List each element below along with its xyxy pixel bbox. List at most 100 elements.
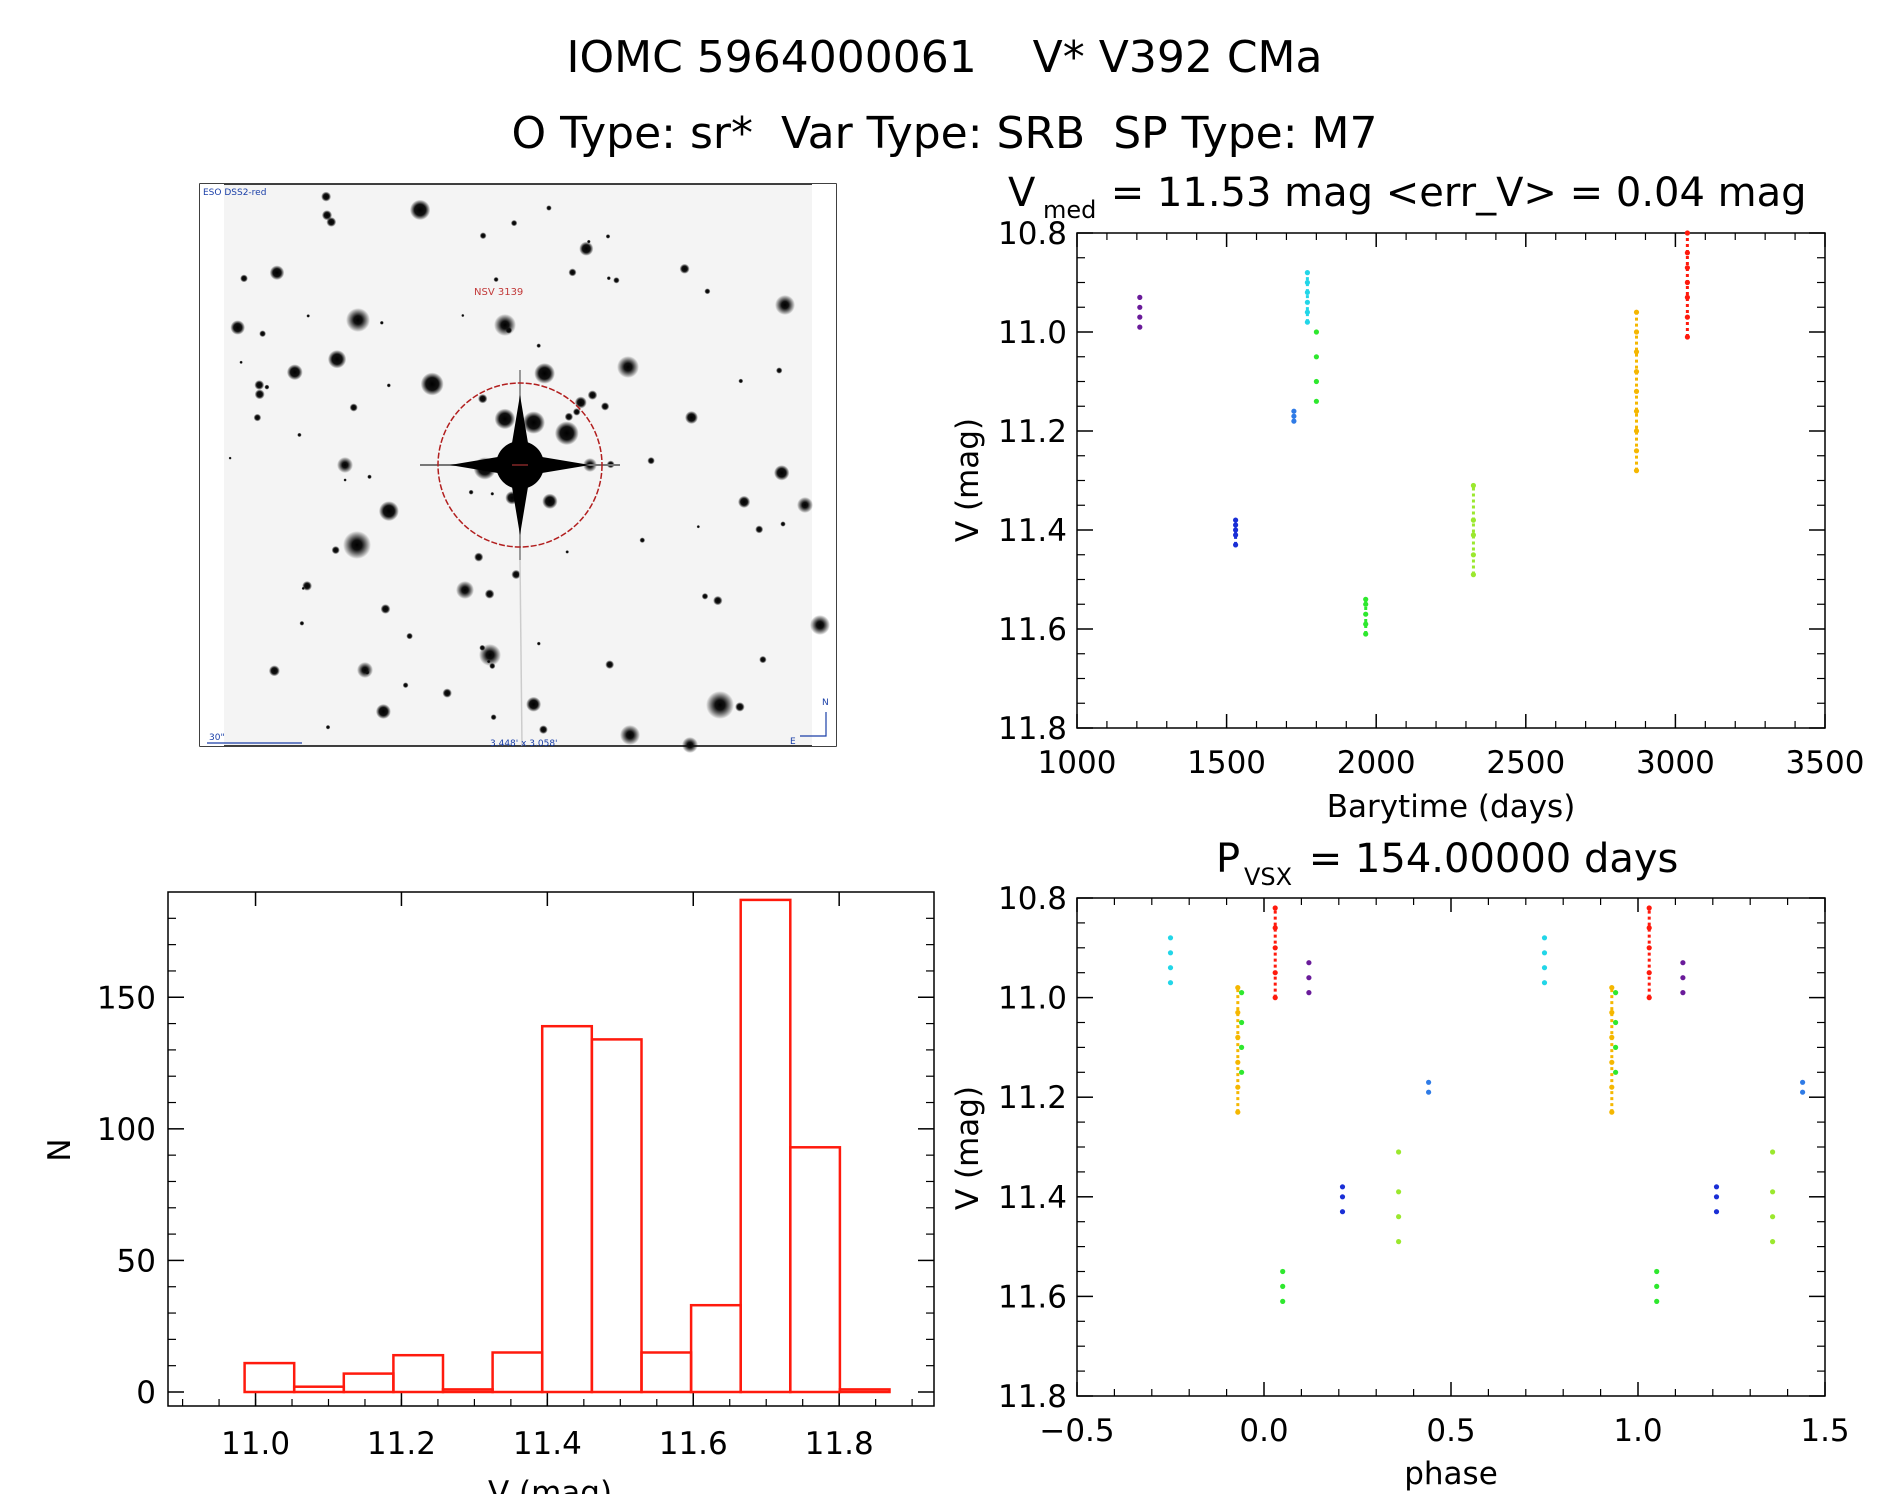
- lightcurve-ylabel: V (mag): [950, 418, 986, 542]
- finder-star: [542, 493, 558, 509]
- lightcurve-point: [1137, 324, 1143, 330]
- phased-title-main: P: [1216, 836, 1240, 882]
- phased-point: [1167, 980, 1174, 986]
- lightcurve-point: [1470, 482, 1476, 489]
- phased-ytick-label: 10.8: [998, 881, 1067, 917]
- finder-star: [302, 581, 312, 591]
- finder-star: [327, 350, 347, 369]
- finder-star: [479, 232, 487, 240]
- histogram-ytick-label: 100: [97, 1112, 156, 1148]
- phased-point: [1770, 1189, 1776, 1195]
- finder-star: [600, 402, 610, 411]
- survey-label: ESO DSS2-red: [203, 188, 266, 198]
- phased-point: [1541, 980, 1548, 986]
- phased-point: [1800, 1089, 1806, 1095]
- finder-star: [490, 714, 497, 721]
- finder-star: [511, 569, 521, 580]
- lightcurve-xtick-label: 3000: [1636, 745, 1715, 781]
- phased-point: [1770, 1149, 1776, 1155]
- finder-star: [337, 457, 353, 473]
- phased-point: [1280, 1283, 1286, 1289]
- phased-point: [1541, 950, 1548, 956]
- finder-star: [587, 390, 598, 400]
- histogram-xtick-label: 11.6: [659, 1426, 728, 1462]
- finder-star: [239, 360, 243, 364]
- phased-chart: P VSX = 154.00000 days −0.5 0.0 0.5 1.0 1.5 1…: [950, 836, 1850, 1492]
- finder-star: [534, 363, 555, 384]
- lightcurve-point: [1313, 354, 1319, 360]
- scale-label: 30": [209, 733, 225, 743]
- finder-star: [478, 394, 488, 404]
- finder-star: [554, 421, 579, 446]
- phased-point: [1280, 1268, 1286, 1275]
- phased-point: [1800, 1079, 1806, 1085]
- finder-star: [546, 205, 552, 211]
- finder-star: [776, 367, 783, 374]
- lightcurve-xlabel: Barytime (days): [1327, 789, 1576, 825]
- target-label: NSV 3139: [474, 287, 523, 298]
- phased-point: [1770, 1239, 1776, 1245]
- finder-star: [349, 403, 358, 412]
- phased-point: [1680, 990, 1686, 996]
- phased-point: [1167, 965, 1174, 971]
- histogram-axes: 11.0 11.2 11.4 11.6 11.8 0 50 100 150: [97, 892, 934, 1462]
- finder-star: [253, 413, 262, 422]
- lightcurve-title-sub: med: [1043, 196, 1096, 224]
- compass-east-label: E: [790, 737, 796, 747]
- lightcurve-xtick-label: 2000: [1337, 745, 1416, 781]
- lightcurve-xtick-label: 3500: [1786, 745, 1865, 781]
- histogram-xtick-label: 11.4: [513, 1426, 582, 1462]
- phased-ytick-label: 11.6: [998, 1279, 1067, 1315]
- finder-star: [613, 277, 620, 284]
- finder-star: [343, 531, 371, 559]
- lightcurve-point: [1313, 398, 1319, 404]
- finder-star: [297, 432, 302, 438]
- phased-point: [1396, 1149, 1402, 1155]
- phased-point: [1613, 1019, 1619, 1026]
- lightcurve-point: [1313, 378, 1319, 385]
- phased-point: [1713, 1184, 1720, 1190]
- finder-star: [759, 655, 767, 664]
- finder-star: [268, 665, 280, 677]
- finder-star: [420, 372, 444, 396]
- figure-title-ids: IOMC 5964000061 V* V392 CMa: [566, 32, 1323, 83]
- phased-points: [1167, 905, 1806, 1304]
- phased-point: [1609, 985, 1615, 991]
- histogram-bar: [441, 1388, 494, 1394]
- finder-star: [346, 308, 370, 332]
- finder-star: [402, 682, 409, 689]
- histogram-bar: [243, 1361, 296, 1394]
- histogram-bar: [789, 1146, 842, 1394]
- finder-star: [264, 384, 270, 390]
- phased-ytick-label: 11.4: [998, 1180, 1067, 1216]
- lightcurve-ytick-label: 11.8: [998, 711, 1067, 747]
- finder-star: [605, 660, 615, 669]
- finder-star: [647, 457, 655, 465]
- finder-star: [780, 521, 786, 527]
- finder-star: [493, 276, 499, 283]
- finder-star: [568, 268, 577, 277]
- phased-ytick-label: 11.0: [998, 981, 1067, 1017]
- finder-star: [579, 241, 594, 256]
- finder-star-field: [228, 191, 830, 753]
- lightcurve-points: [1137, 230, 1690, 637]
- finder-star: [775, 295, 795, 315]
- phased-plot-frame: [1076, 897, 1826, 1397]
- histogram-bar: [342, 1372, 395, 1394]
- finder-star: [810, 615, 830, 635]
- finder-star: [379, 320, 384, 325]
- finder-star: [536, 641, 541, 646]
- histogram-ytick-label: 150: [97, 980, 156, 1016]
- phased-xlabel: phase: [1404, 1456, 1498, 1492]
- lightcurve-point: [1313, 329, 1319, 335]
- fov-label: 3.448' x 3.058': [490, 739, 558, 749]
- finder-star: [494, 314, 516, 336]
- phased-xtick-label: 1.5: [1800, 1413, 1849, 1449]
- finder-star: [536, 343, 541, 349]
- finder-star: [639, 537, 646, 543]
- finder-star: [357, 662, 373, 678]
- histogram-xtick-label: 11.2: [367, 1426, 436, 1462]
- finder-star: [696, 525, 700, 529]
- compass-arrows: [800, 712, 827, 737]
